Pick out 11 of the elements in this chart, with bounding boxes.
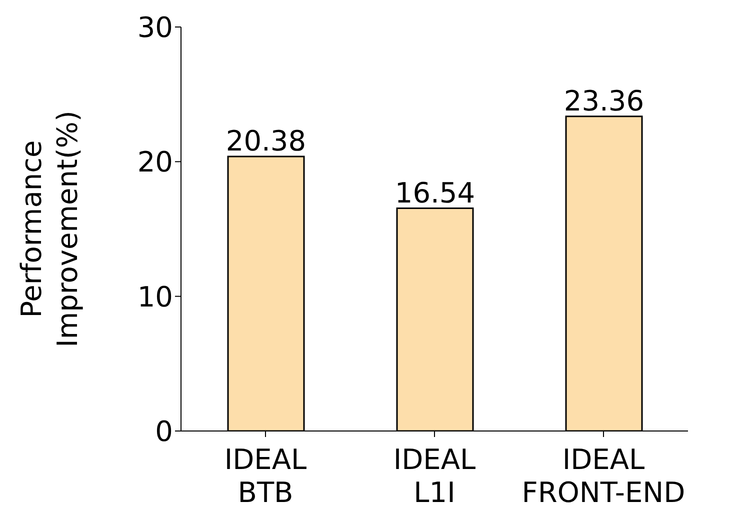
x-tick-label: IDEAL L1I (393, 443, 476, 509)
data-label: 23.36 (564, 84, 644, 118)
y-tick-label: 20 (137, 146, 173, 179)
data-label: 20.38 (226, 124, 306, 158)
data-label: 16.54 (394, 176, 476, 210)
y-axis-title: Performance Improvement(%) (15, 110, 84, 348)
y-tick-label: 30 (137, 10, 173, 44)
y-tick-label: 10 (137, 280, 173, 314)
y-tick-label: 0 (155, 414, 173, 448)
x-tick-label: IDEAL BTB (224, 443, 308, 509)
x-tick-label: IDEAL FRONT-END (522, 443, 686, 509)
